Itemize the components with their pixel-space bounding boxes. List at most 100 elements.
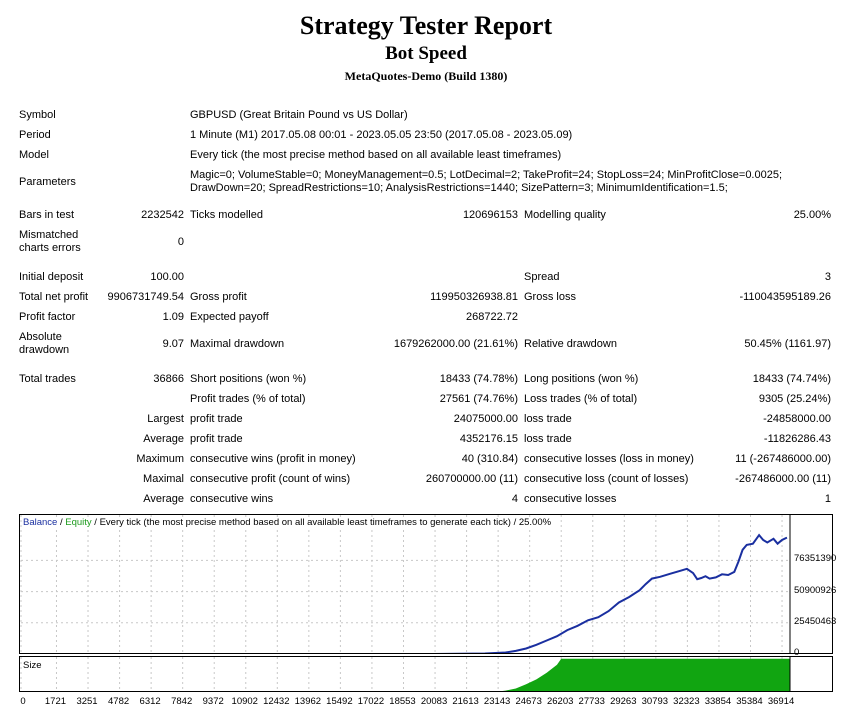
symbol-label: Symbol (19, 109, 56, 121)
x-tick-label: 35384 (736, 696, 763, 707)
largest-label: Largest (147, 413, 184, 425)
x-tick-label: 26203 (546, 696, 574, 707)
x-tick-label: 7842 (171, 696, 193, 707)
long-positions-value: 18433 (74.74%) (752, 373, 831, 385)
report-build: MetaQuotes-Demo (Build 1380) (344, 69, 508, 83)
spread-label: Spread (524, 271, 560, 283)
expected-payoff-value: 268722.72 (466, 311, 518, 323)
x-tick-label: 33854 (704, 696, 732, 707)
mismatch-label-2: charts errors (19, 242, 81, 254)
gross-loss-value: -110043595189.26 (739, 291, 831, 303)
x-tick-label: 6312 (139, 696, 161, 707)
max-consecutive-losses-value: 11 (-267486000.00) (735, 453, 831, 465)
y-tick-label: 50900926 (794, 584, 837, 596)
parameters-line-2: DrawDown=20; SpreadRestrictions=10; Anal… (190, 182, 728, 194)
maximal-consecutive-profit-value: 260700000.00 (11) (425, 473, 518, 485)
x-tick-label: 12432 (263, 696, 290, 707)
relative-drawdown-value: 50.45% (1161.97) (744, 338, 831, 350)
x-tick-label: 0 (20, 696, 26, 707)
report-title: Strategy Tester Report (299, 11, 553, 40)
x-tick-label: 4782 (108, 696, 130, 707)
x-tick-label: 27733 (578, 696, 605, 707)
y-tick-label: 76351390 (794, 553, 837, 565)
x-tick-label: 24673 (515, 696, 542, 707)
long-positions-label: Long positions (won %) (524, 373, 639, 385)
balance-line (21, 533, 788, 653)
total-trades-label: Total trades (19, 373, 76, 385)
expected-payoff-label: Expected payoff (190, 311, 269, 323)
absolute-drawdown-label-1: Absolute (19, 331, 62, 343)
x-tick-label: 21613 (452, 696, 479, 707)
average-loss-value: -11826286.43 (763, 433, 831, 445)
x-tick-label: 23143 (483, 696, 511, 707)
x-tick-label: 9372 (202, 696, 224, 707)
relative-drawdown-label: Relative drawdown (524, 338, 617, 350)
x-tick-label: 36914 (767, 696, 795, 707)
legend-equity: Equity (65, 517, 92, 528)
mismatch-label-1: Mismatched (19, 229, 79, 241)
ticks-value: 120696153 (462, 209, 518, 221)
avg-consecutive-losses-value: 1 (824, 493, 831, 505)
x-tick-label: 13962 (294, 696, 322, 707)
x-tick-label: 15492 (326, 696, 353, 707)
average-profit-value: 4352176.15 (459, 433, 518, 445)
profit-factor-value: 1.09 (162, 311, 184, 323)
avg-consecutive-losses-label: consecutive losses (524, 493, 617, 505)
period-label: Period (19, 129, 51, 141)
net-profit-value: 9906731749.54 (107, 291, 184, 303)
short-positions-label: Short positions (won %) (190, 373, 307, 385)
largest-profit-value: 24075000.00 (453, 413, 518, 425)
period-value: 1 Minute (M1) 2017.05.08 00:01 - 2023.05… (190, 129, 573, 141)
balance-chart-svg (20, 515, 791, 653)
x-tick-label: 18553 (389, 696, 416, 707)
maximum-label: Maximum (136, 453, 184, 465)
average-consecutive-label: Average (143, 493, 184, 505)
absolute-drawdown-value: 9.07 (162, 338, 184, 350)
x-tick-label: 30793 (641, 696, 669, 707)
maximal-drawdown-label: Maximal drawdown (190, 338, 285, 350)
total-trades-value: 36866 (153, 373, 184, 385)
gross-profit-value: 119950326938.81 (430, 291, 518, 303)
gross-profit-label: Gross profit (190, 291, 247, 303)
bars-label: Bars in test (19, 209, 75, 221)
ticks-label: Ticks modelled (190, 209, 263, 221)
parameters-line-1: Magic=0; VolumeStable=0; MoneyManagement… (190, 169, 783, 181)
report-header: Strategy Tester Report Bot Speed MetaQuo… (0, 10, 852, 84)
quality-label: Modelling quality (524, 209, 606, 221)
average-loss-label: loss trade (524, 433, 572, 445)
short-positions-value: 18433 (74.78%) (439, 373, 518, 385)
largest-loss-value: -24858000.00 (763, 413, 831, 425)
average-profit-label: profit trade (190, 433, 243, 445)
absolute-drawdown-label-2: drawdown (19, 344, 70, 356)
maximal-consecutive-loss-label: consecutive loss (count of losses) (524, 473, 689, 485)
x-tick-label: 20083 (420, 696, 448, 707)
size-chart-svg (20, 657, 791, 691)
legend-separator: / (57, 517, 66, 528)
balance-chart: Balance / Equity / Every tick (the most … (19, 514, 833, 654)
maximal-consecutive-profit-label: consecutive profit (count of wins) (190, 473, 351, 485)
net-profit-label: Total net profit (19, 291, 89, 303)
gross-loss-label: Gross loss (524, 291, 576, 303)
spread-value: 3 (824, 271, 831, 283)
profit-trades-label: Profit trades (% of total) (190, 393, 306, 405)
x-tick-label: 3251 (76, 696, 98, 707)
parameters-label: Parameters (19, 176, 76, 188)
average-label: Average (143, 433, 184, 445)
report-subtitle: Bot Speed (385, 43, 467, 64)
size-panel: Size (19, 656, 833, 692)
maximal-drawdown-value: 1679262000.00 (21.61%) (393, 338, 518, 350)
maximal-label: Maximal (143, 473, 184, 485)
y-tick-label: 0 (794, 647, 800, 658)
deposit-value: 100.00 (150, 271, 184, 283)
max-consecutive-wins-label: consecutive wins (profit in money) (190, 453, 356, 465)
largest-loss-label: loss trade (524, 413, 572, 425)
x-tick-label: 32323 (673, 696, 700, 707)
model-label: Model (19, 149, 49, 161)
profit-factor-label: Profit factor (19, 311, 76, 323)
x-tick-label: 10902 (231, 696, 258, 707)
legend-description: / Every tick (the most precise method ba… (91, 517, 552, 528)
avg-consecutive-wins-value: 4 (511, 493, 518, 505)
profit-trades-value: 27561 (74.76%) (439, 393, 518, 405)
deposit-label: Initial deposit (19, 271, 84, 283)
model-value: Every tick (the most precise method base… (190, 149, 562, 161)
